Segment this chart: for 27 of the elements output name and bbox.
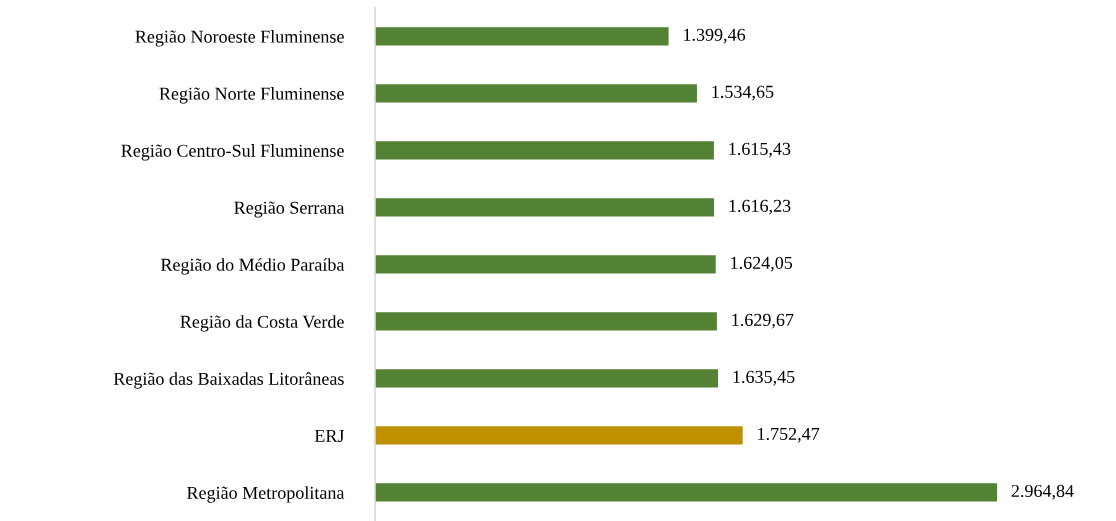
y-tick-label: Região Serrana (234, 201, 345, 218)
y-tick-label: Região da Costa Verde (180, 315, 344, 332)
data-label: 1.752,47 (758, 427, 820, 443)
bar (375, 84, 697, 103)
data-label: 1.629,67 (732, 313, 794, 329)
data-label: 1.399,46 (684, 28, 746, 44)
data-label: 1.534,65 (712, 85, 774, 101)
y-tick-label: Região das Baixadas Litorâneas (113, 372, 344, 389)
data-label: 1.635,45 (733, 370, 795, 386)
bar (375, 369, 719, 388)
y-tick-label: Região Centro-Sul Fluminense (121, 144, 344, 161)
bar (375, 483, 997, 502)
bar (375, 312, 717, 331)
y-tick-label: Região Norte Fluminense (159, 87, 344, 104)
y-tick-label: Região Metropolitana (187, 486, 345, 503)
data-label: 1.624,05 (731, 256, 793, 272)
data-label: 1.615,43 (729, 142, 791, 158)
bar (375, 426, 743, 445)
bar (375, 141, 714, 160)
y-tick-label: Região do Médio Paraíba (160, 258, 345, 275)
y-tick-label: Região Noroeste Fluminense (135, 30, 344, 47)
data-label: 2.964,84 (1011, 484, 1074, 500)
data-label: 1.616,23 (729, 199, 791, 215)
y-tick-label: ERJ (314, 429, 345, 442)
bar (375, 198, 715, 217)
bar (375, 27, 669, 46)
bar (375, 255, 716, 274)
